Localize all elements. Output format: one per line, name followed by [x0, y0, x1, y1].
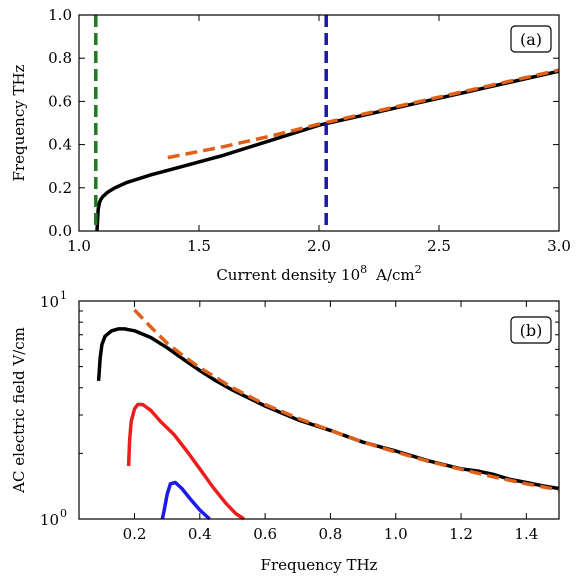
- panel-b-xtick-label: 1.4: [514, 525, 538, 543]
- panel-a-ylabel: Frequency THz: [10, 64, 28, 181]
- panel-a-ytick-label: 1.0: [48, 6, 72, 24]
- panel-a-ticks: 1.0 1.5 2.0 2.5 3.0 0.0 0.2 0.4 0.6 0.8 1.0: [48, 6, 571, 255]
- panel-b-xtick-label: 1.0: [384, 525, 408, 543]
- panel-b-ytick-exponent: 1: [60, 289, 67, 302]
- panel-a-ytick-label: 0.8: [48, 49, 72, 67]
- panel-b-xtick-label: 0.4: [188, 525, 212, 543]
- panel-a: 1.0 1.5 2.0 2.5 3.0 0.0 0.2 0.4 0.6 0.8 1.0 (a) Cu…: [10, 6, 571, 284]
- panel-b-ytick-label: 10: [40, 511, 59, 529]
- panel-a-xtick-label: 1.5: [187, 237, 211, 255]
- panel-b-series-line-2: [126, 402, 245, 521]
- panel-b-xtick-label: 0.2: [123, 525, 147, 543]
- panel-b-xtick-label: 0.8: [318, 525, 342, 543]
- panel-a-xtick-label: 3.0: [547, 237, 571, 255]
- panel-a-series: [94, 15, 560, 232]
- panel-b-series-line-3: [160, 480, 211, 521]
- panel-a-ytick-label: 0.0: [48, 222, 72, 240]
- panel-a-series-line-1: [167, 68, 560, 160]
- panel-a-xlabel: Current density 108 A/cm2: [216, 263, 421, 284]
- panel-a-label-box: (a): [510, 25, 552, 53]
- panel-a-xtick-label: 2.0: [307, 237, 331, 255]
- panel-b-label: (b): [520, 321, 543, 340]
- panel-a-series-line-0: [95, 69, 560, 232]
- panel-b-ytick-label: 10: [40, 293, 59, 311]
- panel-a-ytick-label: 0.6: [48, 92, 72, 110]
- panel-a-label: (a): [520, 30, 542, 49]
- panel-b-xtick-label: 1.2: [449, 525, 473, 543]
- panel-b-frame: [78, 300, 560, 520]
- panel-b-series-line-1: [133, 308, 560, 492]
- panel-a-xtick-label: 2.5: [427, 237, 451, 255]
- panel-b-series: [96, 308, 560, 521]
- panel-a-ytick-label: 0.2: [48, 179, 72, 197]
- panel-b-ytick-exponent: 0: [60, 507, 67, 520]
- panel-a-xtick-label: 1.0: [67, 237, 91, 255]
- panel-b-series-line-0: [96, 327, 560, 491]
- panel-a-ytick-label: 0.4: [48, 136, 72, 154]
- panel-b-xtick-label: 0.6: [253, 525, 277, 543]
- panel-b-label-box: (b): [510, 316, 552, 344]
- panel-b-xlabel: Frequency THz: [261, 556, 378, 574]
- panel-b-ylabel: AC electric field V/cm: [10, 327, 28, 494]
